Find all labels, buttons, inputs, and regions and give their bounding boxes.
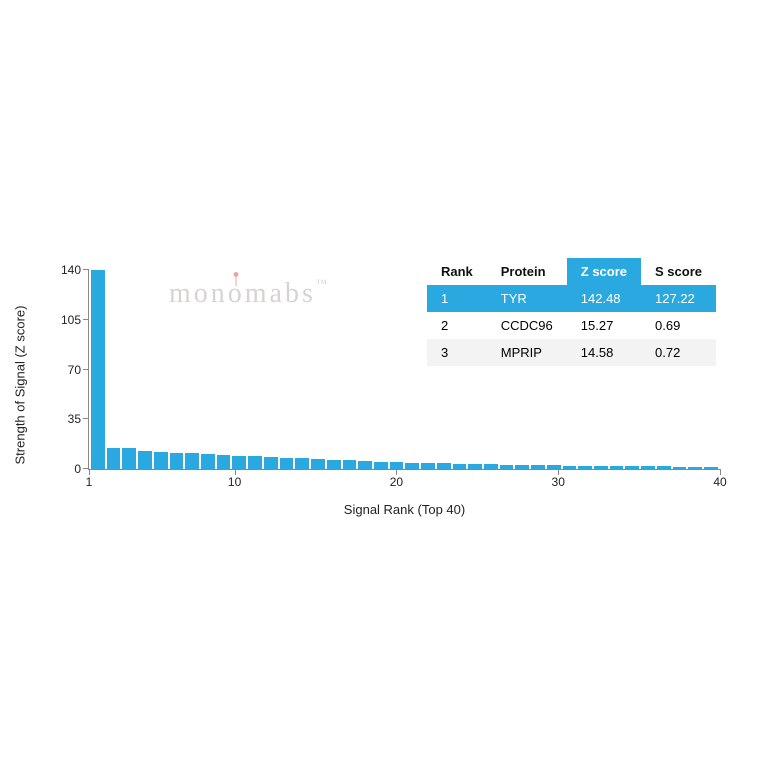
bar [657,466,671,469]
bar [578,466,592,469]
signal-chart: Strength of Signal (Z score) monomabs™ R… [30,270,730,500]
table-cell: 127.22 [641,285,716,312]
plot-area: monomabs™ RankProteinZ scoreS score 1TYR… [88,270,720,470]
table-header-cell: Z score [567,258,641,285]
table-cell: 0.69 [641,312,716,339]
table-cell: 2 [427,312,487,339]
bar [641,466,655,469]
bar [170,453,184,469]
bar [122,448,136,469]
bar [343,460,357,469]
bar [468,464,482,469]
table-body: 1TYR142.48127.222CCDC9615.270.693MPRIP14… [427,285,716,366]
x-tick-label: 10 [228,469,241,489]
table-cell: 0.72 [641,339,716,366]
y-tick-label: 105 [61,313,89,327]
bar [390,462,404,469]
table-cell: 15.27 [567,312,641,339]
bar [515,465,529,469]
table-row: 1TYR142.48127.22 [427,285,716,312]
bar [217,455,231,469]
bar [154,452,168,469]
bar [185,453,199,469]
bar [280,458,294,469]
y-axis-label: Strength of Signal (Z score) [13,306,28,465]
bar [327,460,341,469]
bar [264,457,278,469]
bar [500,465,514,469]
bar [531,465,545,469]
table-cell: 1 [427,285,487,312]
table-cell: 142.48 [567,285,641,312]
protein-table: RankProteinZ scoreS score 1TYR142.48127.… [427,258,716,366]
table-row: 2CCDC9615.270.69 [427,312,716,339]
bar [232,456,246,470]
x-tick-label: 40 [713,469,726,489]
table-row: 3MPRIP14.580.72 [427,339,716,366]
table-cell: MPRIP [487,339,567,366]
bar [688,467,702,469]
x-axis-label: Signal Rank (Top 40) [344,502,465,517]
table-cell: 14.58 [567,339,641,366]
table-cell: TYR [487,285,567,312]
bar [358,461,372,469]
bar [453,464,467,469]
bar [625,466,639,469]
y-tick-label: 140 [61,263,89,277]
bar [311,459,325,469]
bar [201,454,215,469]
table-header-cell: S score [641,258,716,285]
bar [437,463,451,469]
x-tick-label: 20 [390,469,403,489]
bar [248,456,262,469]
bar [484,464,498,469]
bar [295,458,309,469]
x-tick-label: 30 [552,469,565,489]
y-tick-label: 70 [68,363,89,377]
bar [610,466,624,469]
bar [421,463,435,469]
y-tick-label: 35 [68,412,89,426]
bar [107,448,121,469]
bar [673,467,687,469]
bar [138,451,152,469]
x-tick-label: 1 [86,469,93,489]
table-header-cell: Rank [427,258,487,285]
bar [374,462,388,469]
bar [91,270,105,469]
table-cell: 3 [427,339,487,366]
table-cell: CCDC96 [487,312,567,339]
table-header-row: RankProteinZ scoreS score [427,258,716,285]
bar [405,463,419,469]
bar [594,466,608,469]
table-header-cell: Protein [487,258,567,285]
